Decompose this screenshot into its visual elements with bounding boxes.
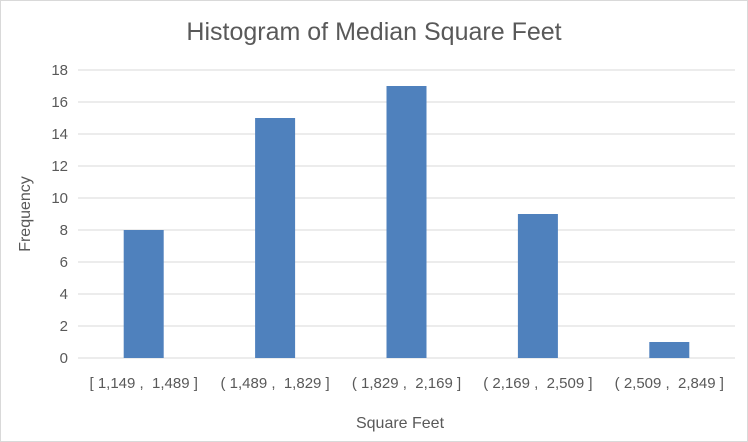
- y-tick-label: 6: [60, 254, 68, 271]
- y-tick-label: 18: [51, 62, 68, 79]
- y-tick-label: 14: [51, 126, 68, 143]
- y-axis-title: Frequency: [17, 176, 34, 252]
- bar: [255, 118, 296, 358]
- y-tick-label: 12: [51, 158, 68, 175]
- bar: [517, 214, 558, 358]
- x-tick-label: [ 1,149 , 1,489 ]: [89, 375, 197, 392]
- x-axis-title: Square Feet: [356, 415, 445, 432]
- bar: [123, 230, 164, 358]
- chart-title: Histogram of Median Square Feet: [186, 18, 561, 46]
- y-tick-label: 8: [60, 222, 68, 239]
- y-tick-label: 0: [60, 350, 68, 367]
- x-axis-ticks: [ 1,149 , 1,489 ] ( 1,489 , 1,829 ] ( 1,82…: [89, 375, 723, 392]
- y-tick-label: 2: [60, 318, 68, 335]
- y-tick-label: 16: [51, 94, 68, 111]
- x-tick-label: ( 1,489 , 1,829 ]: [220, 375, 329, 392]
- x-tick-label: ( 1,829 , 2,169 ]: [352, 375, 461, 392]
- x-tick-label: ( 2,169 , 2,509 ]: [483, 375, 592, 392]
- bars: [123, 86, 690, 358]
- bar: [386, 86, 427, 358]
- y-tick-label: 10: [51, 190, 68, 207]
- y-tick-label: 4: [60, 286, 68, 303]
- y-axis-ticks: 0 2 4 6 8 10 12 14 16 18: [51, 62, 68, 367]
- x-tick-label: ( 2,509 , 2,849 ]: [615, 375, 724, 392]
- bar: [649, 342, 690, 358]
